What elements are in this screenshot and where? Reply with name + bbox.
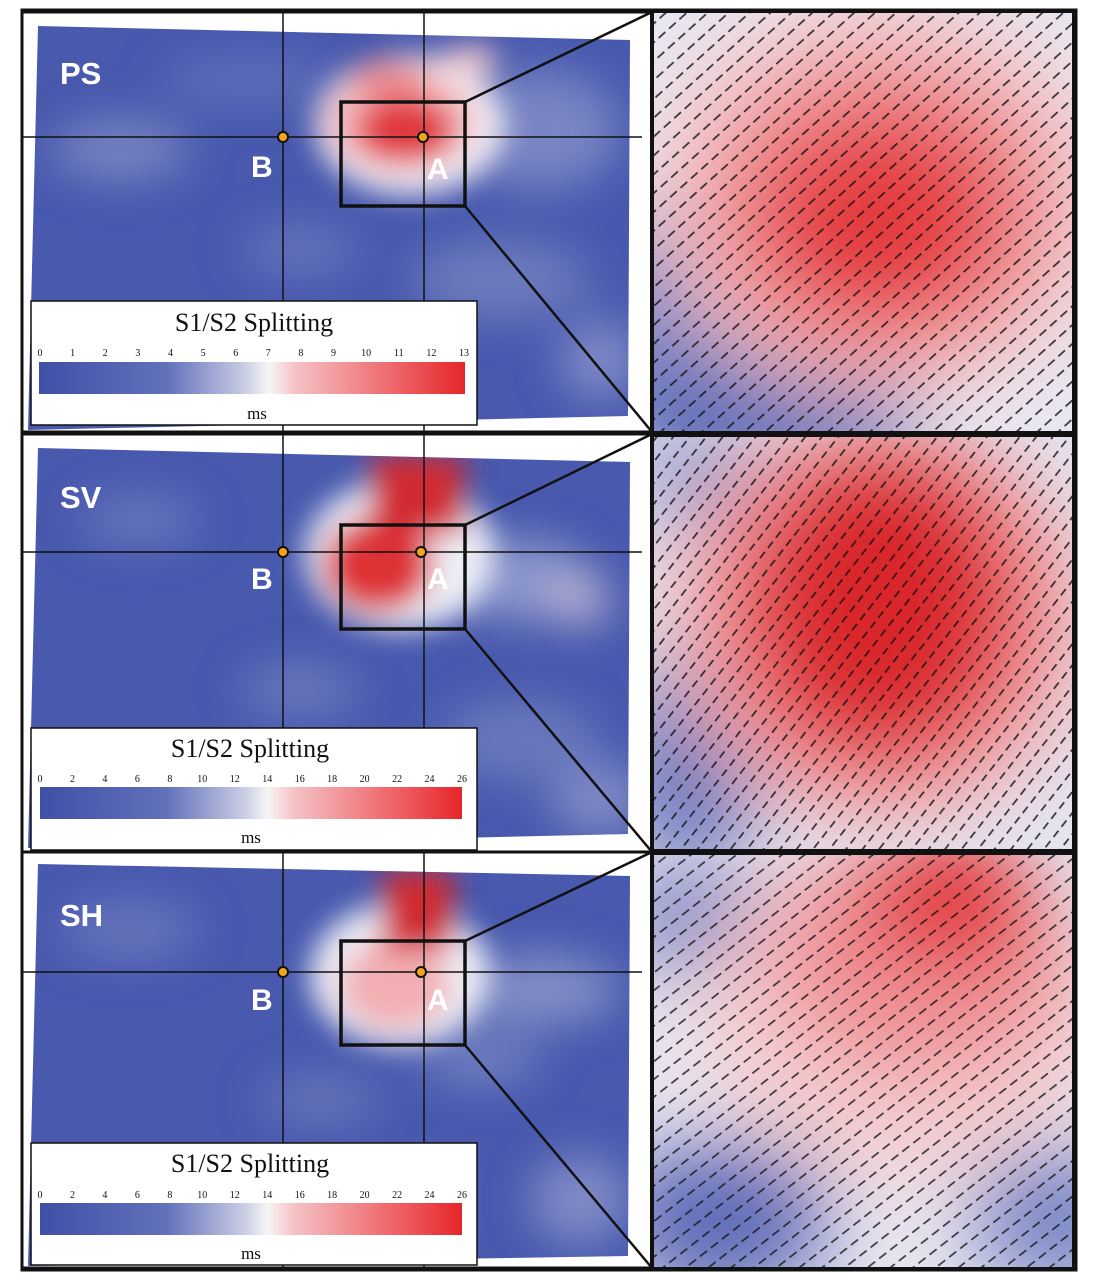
legend-tick-label: 4 [168,348,173,359]
panel-label-sv: SV [60,480,102,515]
legend-tick-label: 6 [135,774,140,785]
point-b-marker [277,546,289,558]
legend-tick-label: 8 [167,1190,172,1201]
legend-tick-label: 4 [102,774,107,785]
zoom-box [339,939,467,1047]
zoom-box [339,100,467,208]
panel-label-ps: PS [60,56,101,91]
legend-title: S1/S2 Splitting [175,308,333,337]
panel-sv: SV B A S1/S2 Splitting 0 2 4 6 8 10 12 14 16 18 20… [20,432,1076,854]
panel-sh: SH B A S1/S2 Splitting 0 2 4 6 8 10 12 14 16 18 20… [20,850,1076,1271]
legend-tick-label: 14 [262,1190,272,1201]
legend-tick-label: 0 [38,774,43,785]
legend-sh: S1/S2 Splitting 0 2 4 6 8 10 12 14 16 18 20 22 24 26 … [30,1142,478,1266]
legend-tick-label: 10 [361,348,371,359]
legend-title: S1/S2 Splitting [171,1149,329,1178]
legend-tick-label: 22 [392,774,402,785]
point-a-marker [415,966,427,978]
legend-unit: ms [247,404,267,423]
legend-color-bar [40,1203,462,1235]
legend-unit: ms [241,1244,261,1263]
legend-tick-label: 0 [38,1190,43,1201]
legend-tick-label: 2 [103,348,108,359]
legend-tick-label: 16 [295,1190,305,1201]
legend-tick-label: 2 [70,1190,75,1201]
legend-color-bar [40,787,462,819]
legend-tick-label: 8 [298,348,303,359]
legend-tick-label: 22 [392,1190,402,1201]
legend-tick-label: 20 [360,774,370,785]
point-a-marker [415,546,427,558]
legend-tick-label: 2 [70,774,75,785]
legend-tick-label: 14 [262,774,272,785]
legend-tick-label: 10 [197,1190,207,1201]
legend-tick-label: 18 [327,1190,337,1201]
legend-tick-label: 10 [197,774,207,785]
legend-tick-label: 20 [360,1190,370,1201]
figure-border [20,8,1078,1272]
legend-tick-label: 9 [331,348,336,359]
legend-tick-label: 11 [394,348,404,359]
legend-tick-label: 4 [102,1190,107,1201]
legend-tick-label: 7 [266,348,271,359]
zoom-view-sv [653,436,1073,850]
legend-tick-label: 18 [327,774,337,785]
legend-tick-label: 3 [135,348,140,359]
legend-tick-label: 12 [426,348,436,359]
point-b-marker [277,966,289,978]
zoom-connector [464,1044,653,1269]
panel-ps: PS B A S1/S2 Splitting 0 1 2 3 4 5 6 7 8 9 10 11 12 1… [20,9,1076,435]
legend-tick-label: 24 [425,774,435,785]
point-b-label: B [251,151,273,184]
legend-tick-label: 5 [201,348,206,359]
point-b-marker [277,131,289,143]
zoom-connector [464,205,653,433]
point-a-label: A [427,153,449,186]
legend-sv: S1/S2 Splitting 0 2 4 6 8 10 12 14 16 18 20 22 24 26 … [30,727,478,851]
legend-color-bar [39,362,465,394]
legend-tick-label: 8 [167,774,172,785]
legend-tick-label: 13 [459,348,469,359]
legend-title: S1/S2 Splitting [171,734,329,763]
legend-tick-label: 26 [457,1190,467,1201]
legend-tick-label: 12 [230,774,240,785]
legend-ps: S1/S2 Splitting 0 1 2 3 4 5 6 7 8 9 10 11 12 13 ms [30,300,478,426]
zoom-connector [464,628,653,853]
zoom-connector [464,10,653,104]
legend-unit: ms [241,828,261,847]
legend-tick-label: 6 [135,1190,140,1201]
panel-label-sh: SH [60,898,103,933]
zoom-box [339,523,467,631]
point-a-marker [417,131,429,143]
legend-tick-label: 24 [425,1190,435,1201]
point-b-label: B [251,563,273,596]
zoom-view-sh [653,854,1073,1268]
zoom-connector [464,850,653,943]
legend-tick-label: 0 [38,348,43,359]
legend-tick-label: 1 [70,348,75,359]
legend-tick-label: 6 [233,348,238,359]
zoom-connector [464,432,653,527]
zoom-view-ps [653,12,1073,432]
legend-tick-label: 26 [457,774,467,785]
legend-tick-label: 16 [295,774,305,785]
point-b-label: B [251,984,273,1017]
point-a-label: A [427,984,449,1017]
legend-tick-label: 12 [230,1190,240,1201]
point-a-label: A [427,563,449,596]
